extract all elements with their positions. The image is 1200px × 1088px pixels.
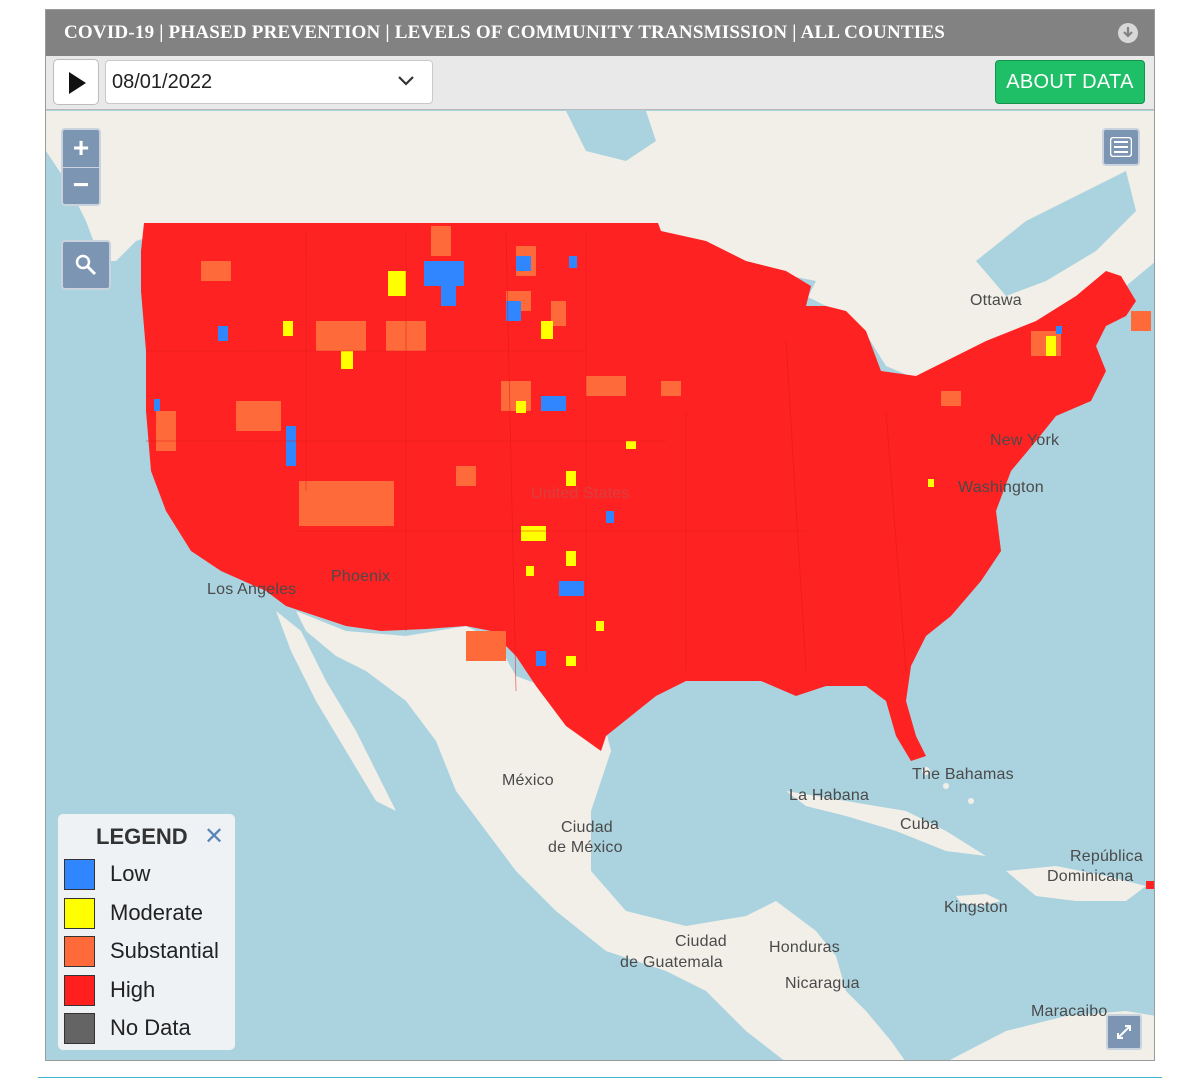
legend-label-high: High bbox=[110, 977, 156, 1002]
toolbar: 08/01/2022 ABOUT DATA bbox=[46, 56, 1154, 110]
play-button[interactable] bbox=[53, 59, 99, 105]
legend-label-substantial: Substantial bbox=[110, 938, 219, 963]
place-label-ottawa: Ottawa bbox=[970, 292, 1022, 309]
date-select[interactable]: 08/01/2022 bbox=[105, 60, 433, 104]
legend-item-high: High bbox=[64, 975, 234, 1009]
legend: LEGEND ✕ Low Moderate Substantial High N… bbox=[58, 814, 235, 1050]
list-icon bbox=[1110, 137, 1132, 157]
legend-swatch-low bbox=[64, 859, 95, 890]
play-icon bbox=[69, 72, 86, 94]
legend-swatch-no-data bbox=[64, 1013, 95, 1044]
legend-item-moderate: Moderate bbox=[64, 898, 234, 932]
place-label-united-states: United States bbox=[531, 485, 630, 502]
zoom-out-button[interactable]: − bbox=[72, 169, 90, 200]
place-label-republica-2: Dominicana bbox=[1047, 868, 1134, 885]
download-icon[interactable] bbox=[1118, 23, 1138, 43]
layers-menu-button[interactable] bbox=[1102, 128, 1140, 166]
place-label-ciudad-guatemala-2: de Guatemala bbox=[620, 954, 723, 971]
search-icon bbox=[75, 254, 97, 276]
place-label-los-angeles: Los Angeles bbox=[207, 581, 297, 598]
legend-close-icon[interactable]: ✕ bbox=[204, 823, 225, 850]
legend-item-low: Low bbox=[64, 859, 234, 893]
zoom-in-button[interactable]: + bbox=[63, 130, 99, 168]
place-label-bahamas: The Bahamas bbox=[912, 766, 1014, 783]
place-label-la-habana: La Habana bbox=[789, 787, 870, 804]
place-label-mexico: México bbox=[502, 772, 554, 789]
fullscreen-button[interactable] bbox=[1106, 1014, 1142, 1050]
legend-swatch-moderate bbox=[64, 898, 95, 929]
place-label-nicaragua: Nicaragua bbox=[785, 975, 860, 992]
footer-divider bbox=[38, 1077, 1162, 1078]
place-label-ciudad-de-mexico-2: de México bbox=[548, 839, 623, 856]
legend-item-substantial: Substantial bbox=[64, 936, 234, 970]
place-label-new-york: New York bbox=[990, 432, 1060, 449]
place-label-kingston: Kingston bbox=[944, 899, 1008, 916]
widget-title-bar: COVID-19 | PHASED PREVENTION | LEVELS OF… bbox=[46, 10, 1154, 56]
widget-title: COVID-19 | PHASED PREVENTION | LEVELS OF… bbox=[64, 22, 945, 43]
place-label-phoenix: Phoenix bbox=[331, 568, 391, 585]
map-widget: COVID-19 | PHASED PREVENTION | LEVELS OF… bbox=[45, 9, 1155, 1061]
place-label-ciudad-guatemala-1: Ciudad bbox=[675, 933, 727, 950]
place-label-ciudad-de-mexico-1: Ciudad bbox=[561, 819, 613, 836]
expand-icon bbox=[1117, 1025, 1131, 1039]
legend-swatch-substantial bbox=[64, 936, 95, 967]
legend-label-no-data: No Data bbox=[110, 1015, 191, 1040]
map-search-button[interactable] bbox=[61, 240, 111, 290]
about-data-button[interactable]: ABOUT DATA bbox=[995, 60, 1145, 104]
place-label-maracaibo: Maracaibo bbox=[1031, 1003, 1108, 1020]
legend-title: LEGEND bbox=[96, 824, 188, 849]
legend-label-low: Low bbox=[110, 861, 151, 886]
chevron-down-icon bbox=[398, 76, 414, 86]
legend-label-moderate: Moderate bbox=[110, 900, 203, 925]
legend-item-no-data: No Data bbox=[64, 1013, 234, 1047]
place-label-republica-1: República bbox=[1070, 848, 1143, 865]
map-canvas[interactable]: Ottawa New York Washington United States… bbox=[46, 111, 1154, 1060]
place-label-cuba: Cuba bbox=[900, 816, 940, 833]
place-label-honduras: Honduras bbox=[769, 939, 840, 956]
place-label-washington: Washington bbox=[958, 479, 1044, 496]
legend-swatch-high bbox=[64, 975, 95, 1006]
date-select-value: 08/01/2022 bbox=[112, 71, 213, 93]
zoom-control: + − bbox=[61, 128, 101, 206]
